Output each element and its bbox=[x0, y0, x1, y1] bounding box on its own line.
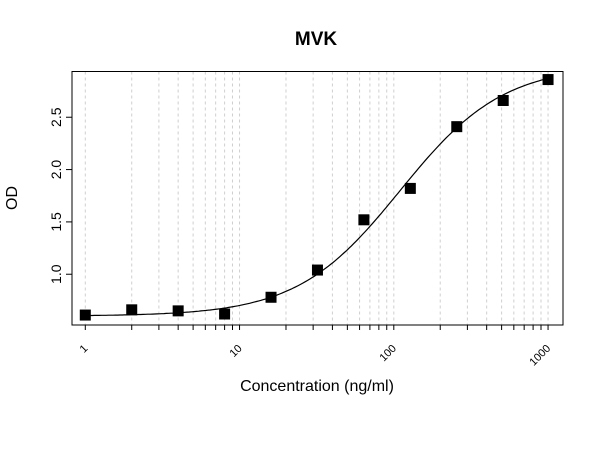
chart-title: MVK bbox=[295, 29, 338, 50]
gridlines bbox=[84, 71, 549, 325]
data-point bbox=[311, 264, 323, 276]
x-tick-label: 1000 bbox=[527, 343, 553, 369]
x-tick-label: 10 bbox=[228, 343, 245, 360]
data-point bbox=[358, 214, 370, 226]
x-tick-label: 100 bbox=[377, 343, 398, 364]
data-point bbox=[542, 74, 554, 86]
plot-frame bbox=[71, 71, 564, 326]
data-point bbox=[126, 304, 138, 316]
x-axis: 1 10 100 1000 bbox=[78, 325, 553, 369]
data-point bbox=[265, 291, 277, 303]
x-axis-label: Concentration (ng/ml) bbox=[240, 378, 394, 395]
y-tick-label: 1.5 bbox=[48, 212, 64, 232]
data-points bbox=[79, 74, 554, 321]
y-tick-label: 2.0 bbox=[48, 160, 64, 180]
data-point bbox=[79, 309, 91, 321]
y-axis: 1.0 1.5 2.0 2.5 bbox=[48, 107, 72, 284]
data-point bbox=[497, 94, 509, 106]
data-point bbox=[172, 305, 184, 317]
x-tick-label: 1 bbox=[78, 343, 91, 356]
y-axis-label: OD bbox=[4, 186, 21, 210]
data-point bbox=[404, 182, 416, 194]
y-tick-label: 1.0 bbox=[48, 264, 64, 284]
y-tick-label: 2.5 bbox=[48, 107, 64, 127]
data-point bbox=[219, 308, 231, 320]
fit-curve bbox=[85, 77, 549, 317]
data-point bbox=[451, 121, 463, 133]
